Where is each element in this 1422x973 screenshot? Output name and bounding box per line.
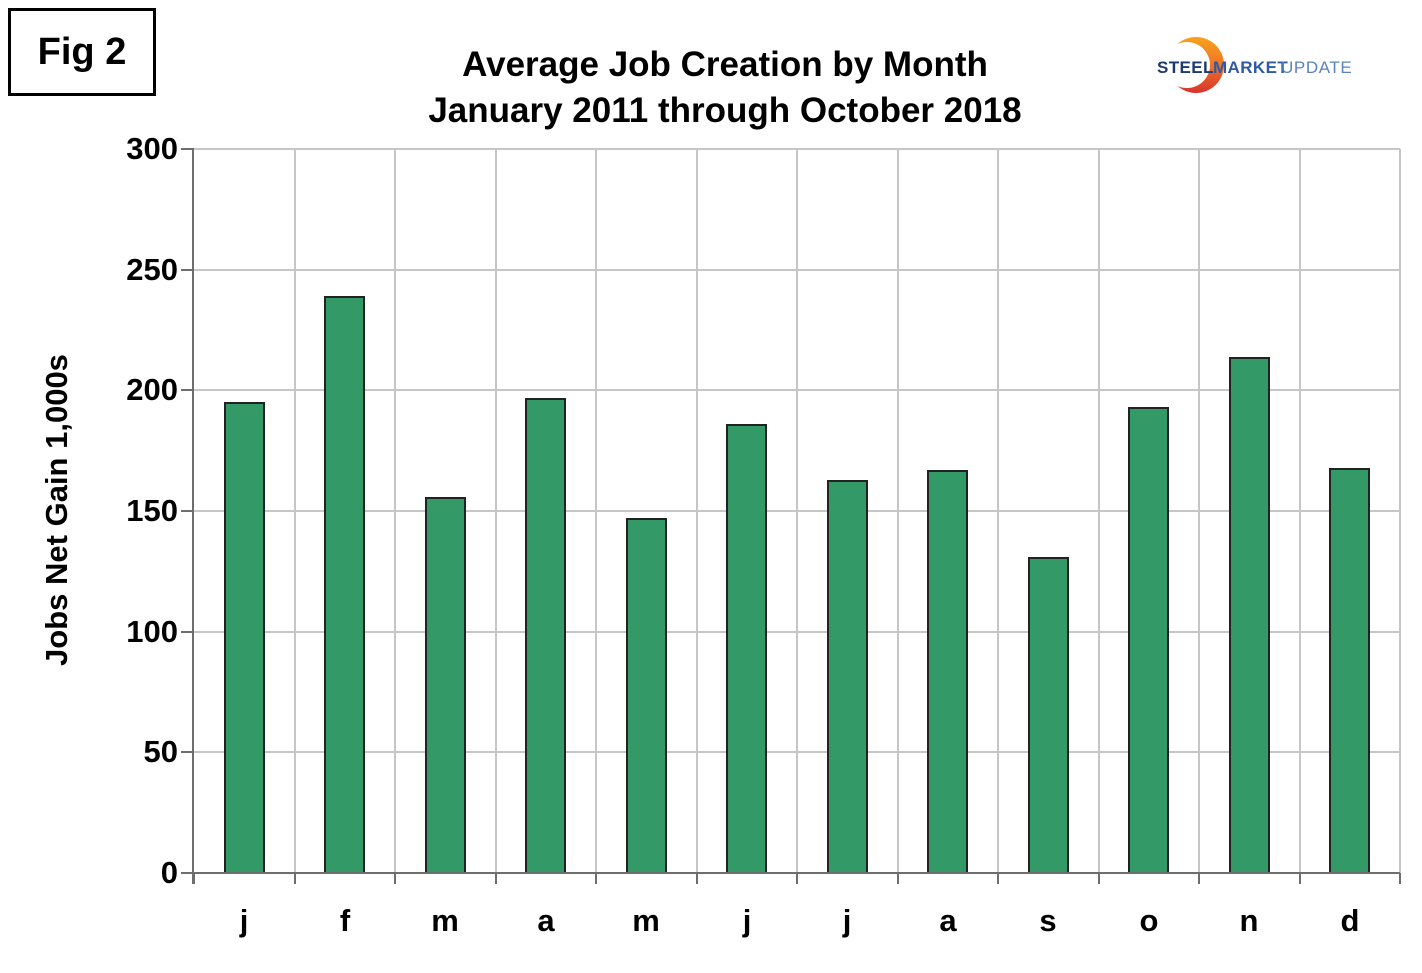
- x-tick-label: o: [1139, 903, 1159, 938]
- gridline-v: [897, 149, 899, 873]
- x-tick-label: m: [431, 903, 459, 938]
- y-tick-mark: [181, 751, 194, 753]
- x-tick-mark: [595, 873, 597, 884]
- y-tick-label: 100: [126, 614, 178, 649]
- x-tick-mark: [1198, 873, 1200, 884]
- bar-f-2: [324, 296, 365, 873]
- y-tick-mark: [181, 510, 194, 512]
- chart-title: Average Job Creation by Month January 20…: [340, 42, 1110, 134]
- y-tick-label: 250: [126, 252, 178, 287]
- y-tick-mark: [181, 631, 194, 633]
- bar-a-8: [927, 470, 968, 873]
- x-tick-mark: [696, 873, 698, 884]
- gridline-v: [294, 149, 296, 873]
- x-tick-label: n: [1239, 903, 1259, 938]
- x-tick-mark: [394, 873, 396, 884]
- bar-j-1: [224, 402, 265, 873]
- y-axis-line: [192, 149, 194, 884]
- bar-s-9: [1028, 557, 1069, 873]
- gridline-v: [997, 149, 999, 873]
- x-tick-mark: [796, 873, 798, 884]
- x-tick-mark: [294, 873, 296, 884]
- gridline-v: [394, 149, 396, 873]
- bar-n-11: [1229, 357, 1270, 873]
- y-tick-mark: [181, 269, 194, 271]
- x-tick-mark: [1299, 873, 1301, 884]
- x-tick-label: d: [1340, 903, 1360, 938]
- bar-a-4: [525, 398, 566, 873]
- y-tick-mark: [181, 389, 194, 391]
- x-tick-mark: [997, 873, 999, 884]
- x-tick-label: a: [537, 903, 555, 938]
- gridline-v: [796, 149, 798, 873]
- x-tick-label: m: [632, 903, 660, 938]
- x-tick-mark: [1399, 873, 1401, 884]
- gridline-v: [1198, 149, 1200, 873]
- smu-logo: STEEL MARKET UPDATE: [1157, 37, 1352, 93]
- x-tick-mark: [1098, 873, 1100, 884]
- gridline-v: [1399, 149, 1401, 873]
- bar-m-5: [626, 518, 667, 873]
- x-tick-label: j: [842, 903, 852, 938]
- gridline-v: [1098, 149, 1100, 873]
- x-tick-mark: [897, 873, 899, 884]
- bar-d-12: [1329, 468, 1370, 873]
- x-tick-label: s: [1039, 903, 1057, 938]
- y-tick-mark: [181, 872, 194, 874]
- smu-crescent-icon: [1164, 37, 1224, 93]
- x-tick-label: a: [939, 903, 957, 938]
- bar-m-3: [425, 497, 466, 873]
- y-tick-label: 200: [126, 372, 178, 407]
- bar-j-6: [726, 424, 767, 873]
- x-tick-label: j: [742, 903, 752, 938]
- chart-title-line1: Average Job Creation by Month: [462, 45, 988, 84]
- y-tick-label: 150: [126, 493, 178, 528]
- x-tick-mark: [495, 873, 497, 884]
- gridline-v: [495, 149, 497, 873]
- gridline-v: [696, 149, 698, 873]
- x-tick-label: f: [339, 903, 351, 938]
- y-tick-label: 0: [160, 855, 178, 890]
- figure-label: Fig 2: [37, 30, 127, 73]
- bar-o-10: [1128, 407, 1169, 873]
- y-tick-label: 300: [126, 131, 178, 166]
- bar-j-7: [827, 480, 868, 873]
- logo-word-update: UPDATE: [1281, 58, 1352, 77]
- y-tick-label: 50: [143, 734, 178, 769]
- x-tick-label: j: [239, 903, 249, 938]
- figure-label-box: Fig 2: [8, 8, 156, 96]
- x-axis-line: [192, 872, 1400, 874]
- chart-title-line2: January 2011 through October 2018: [428, 91, 1022, 130]
- gridline-v: [595, 149, 597, 873]
- gridline-v: [1299, 149, 1301, 873]
- x-tick-mark: [193, 873, 195, 884]
- y-tick-mark: [181, 148, 194, 150]
- logo-word-steel: STEEL: [1157, 58, 1214, 77]
- logo-word-market: MARKET: [1213, 58, 1288, 77]
